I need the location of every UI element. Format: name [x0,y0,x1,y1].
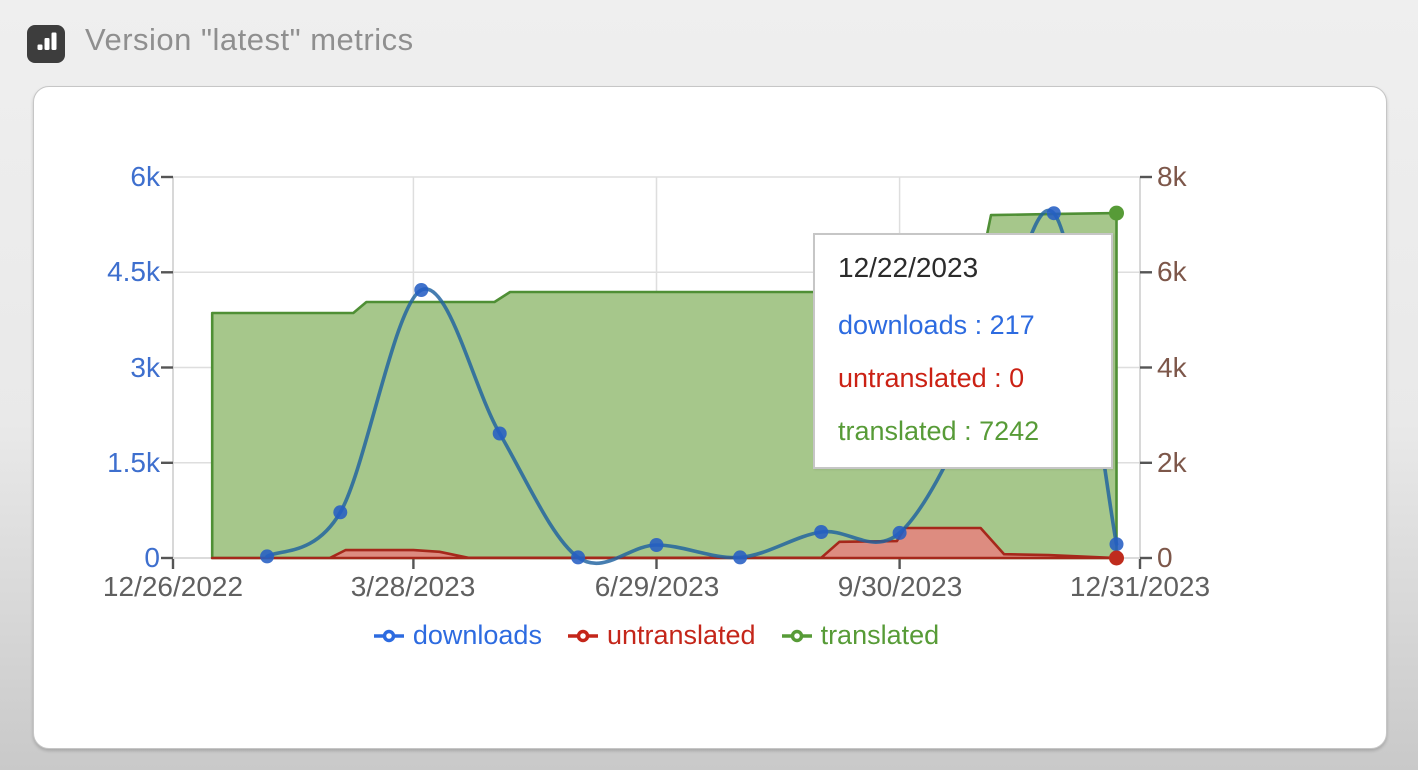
y-axis-right-tick-label: 4k [1157,352,1187,383]
y-axis-left-tick-label: 4.5k [107,256,160,287]
y-axis-right-tick-label: 6k [1157,256,1187,287]
untranslated-area [210,526,1118,560]
bar-chart-icon [27,25,65,63]
x-axis-tick-label: 3/28/2023 [350,571,476,602]
y-axis-left-tick-label: 0 [144,542,160,573]
page-title: Version "latest" metrics [85,22,414,57]
series-end-markers [1109,205,1124,566]
x-axis-tick-label: 9/30/2023 [837,571,963,602]
page-header: Version "latest" metrics [0,0,1418,86]
y-axis-left-tick-label: 3k [130,352,160,383]
tooltip-line-untranslated: untranslated : 0 [838,363,1025,393]
legend-marker-downloads [373,629,404,642]
chart-tooltip: 12/22/2023 downloads : 217 untranslated … [813,233,1113,469]
tooltip-line-translated: translated : 7242 [838,416,1040,446]
x-axis-tick-label: 12/26/2022 [102,571,244,602]
y-axis-left-tick-label: 1.5k [107,447,160,478]
legend-item-downloads: downloads [373,620,542,651]
y-axis-right-tick-label: 0 [1157,542,1173,573]
legend-label: translated [820,620,940,650]
tick-marks [161,175,1152,569]
legend-item-translated: translated [781,620,940,651]
x-axis-tick-label: 6/29/2023 [594,571,720,602]
y-axis-left-tick-label: 6k [130,161,160,192]
legend-marker-translated [781,629,812,642]
chart-legend: downloads untranslated translated [173,620,1140,651]
legend-marker-untranslated [567,629,598,642]
y-axis-right-tick-label: 8k [1157,161,1187,192]
tooltip-date: 12/22/2023 [838,252,979,283]
tooltip-line-downloads: downloads : 217 [838,310,1035,340]
y-axis-right-tick-label: 2k [1157,447,1187,478]
legend-label: untranslated [606,620,756,650]
x-axis-tick-label: 12/31/2023 [1069,571,1211,602]
legend-label: downloads [412,620,542,650]
legend-item-untranslated: untranslated [567,620,756,651]
